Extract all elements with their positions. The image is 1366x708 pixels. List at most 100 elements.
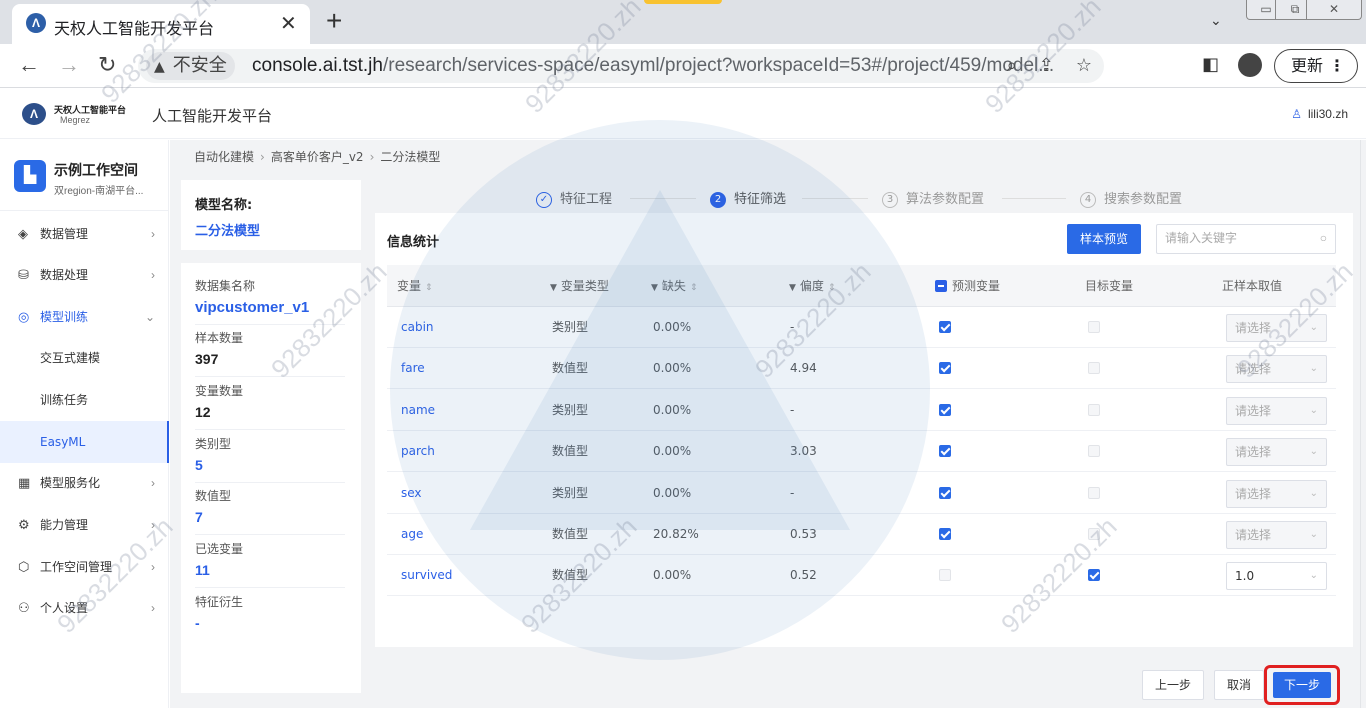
chevron-down-icon: ⌄ bbox=[1309, 404, 1318, 416]
target-variable-checkbox[interactable] bbox=[1088, 569, 1100, 582]
cancel-button[interactable]: 取消 bbox=[1214, 670, 1264, 700]
header-missing[interactable]: ▼ 缺失 ⇕ bbox=[651, 265, 697, 307]
browser-tab[interactable]: Λ 天权人工智能开发平台 ✕ bbox=[12, 4, 310, 44]
cell-variable-type: 数值型 bbox=[552, 568, 589, 583]
step-algorithm-params[interactable]: 3 算法参数配置 bbox=[882, 188, 984, 208]
forward-icon[interactable]: → bbox=[58, 52, 80, 77]
positive-value-select[interactable]: 1.0 ⌄ bbox=[1226, 562, 1327, 591]
cell-variable-name[interactable]: name bbox=[401, 402, 436, 417]
select-value: 请选择 bbox=[1235, 445, 1272, 460]
sidebar-item-model-serving[interactable]: ▦ 模型服务化 › bbox=[0, 463, 169, 503]
select-value: 请选择 bbox=[1235, 403, 1272, 418]
positive-value-select[interactable]: 请选择 ⌄ bbox=[1226, 521, 1327, 549]
keyword-search-box[interactable]: ○ bbox=[1156, 224, 1336, 254]
stat-label: 特征衍生 bbox=[195, 595, 244, 609]
filter-icon[interactable]: ▼ bbox=[651, 283, 658, 293]
update-label: 更新 bbox=[1291, 56, 1324, 75]
reload-icon[interactable]: ↻ bbox=[98, 52, 117, 77]
sidebar-item-personal-settings[interactable]: ⚇ 个人设置 › bbox=[0, 588, 169, 628]
cell-variable-name[interactable]: parch bbox=[401, 444, 435, 459]
sidebar-item-workspace-management[interactable]: ⬡ 工作空间管理 › bbox=[0, 547, 169, 587]
cell-variable-name[interactable]: age bbox=[401, 527, 424, 541]
sidebar-item-model-training[interactable]: ◎ 模型训练 ⌄ bbox=[0, 297, 169, 337]
side-panel-icon[interactable]: ◧ bbox=[1202, 54, 1220, 74]
workspace-name[interactable]: 示例工作空间 bbox=[54, 163, 138, 179]
bookmark-star-icon[interactable]: ☆ bbox=[1075, 55, 1092, 75]
url-text[interactable]: console.ai.tst.jh/research/services-spac… bbox=[252, 55, 1054, 77]
breadcrumb-item[interactable]: 高客单价客户_v2 bbox=[270, 150, 364, 164]
previous-step-button[interactable]: 上一步 bbox=[1142, 670, 1204, 700]
predict-variable-checkbox[interactable] bbox=[939, 403, 951, 416]
share-icon[interactable]: ⇪ bbox=[1038, 55, 1054, 75]
predict-variable-checkbox[interactable] bbox=[939, 362, 951, 375]
sidebar-subitem-training-tasks[interactable]: 训练任务 bbox=[40, 393, 89, 407]
stat-label: 变量数量 bbox=[195, 384, 244, 398]
positive-value-select[interactable]: 请选择 ⌄ bbox=[1226, 396, 1327, 425]
search-icon[interactable]: ○ bbox=[1319, 231, 1327, 245]
table-row: sex 类别型 0.00% - 请选择 ⌄ bbox=[387, 473, 1336, 514]
chevron-down-icon[interactable]: ⌄ bbox=[1210, 12, 1222, 28]
positive-value-select[interactable]: 请选择 ⌄ bbox=[1226, 314, 1327, 342]
filter-icon[interactable]: ▼ bbox=[550, 283, 557, 293]
user-menu[interactable]: ♙ lili30.zh bbox=[1291, 107, 1348, 121]
cell-missing: 20.82% bbox=[653, 527, 699, 541]
positive-value-select[interactable]: 请选择 ⌄ bbox=[1226, 479, 1327, 508]
header-skewness[interactable]: ▼ 偏度 ⇕ bbox=[789, 265, 835, 307]
header-predict-variable[interactable]: 预测变量 bbox=[935, 265, 1000, 307]
back-icon[interactable]: ← bbox=[18, 52, 40, 77]
step-search-params[interactable]: 4 搜索参数配置 bbox=[1080, 188, 1182, 208]
breadcrumb-item[interactable]: 自动化建模 bbox=[194, 150, 255, 164]
stat-selected: 已选变量 11 bbox=[195, 540, 345, 588]
zoom-icon[interactable]: ⌕ bbox=[1006, 55, 1017, 75]
target-variable-checkbox[interactable] bbox=[1088, 321, 1100, 333]
positive-value-select[interactable]: 请选择 ⌄ bbox=[1226, 438, 1327, 467]
chevron-right-icon: › bbox=[151, 227, 155, 241]
target-variable-checkbox[interactable] bbox=[1088, 362, 1100, 375]
next-step-button[interactable]: 下一步 bbox=[1273, 672, 1331, 698]
sort-icon[interactable]: ⇕ bbox=[827, 283, 836, 293]
sample-preview-button[interactable]: 样本预览 bbox=[1067, 224, 1141, 254]
sidebar-item-capability-management[interactable]: ⚙ 能力管理 › bbox=[0, 505, 169, 545]
header-label: 正样本取值 bbox=[1222, 279, 1283, 293]
target-variable-checkbox[interactable] bbox=[1088, 403, 1100, 416]
cell-missing: 0.00% bbox=[653, 444, 692, 459]
sidebar-subitem-interactive-modeling[interactable]: 交互式建模 bbox=[40, 351, 101, 365]
target-variable-checkbox[interactable] bbox=[1088, 445, 1100, 458]
predict-variable-checkbox[interactable] bbox=[939, 321, 951, 333]
security-chip[interactable]: ▲ 不安全 bbox=[146, 52, 235, 80]
profile-avatar-icon[interactable] bbox=[1238, 53, 1262, 77]
filter-icon[interactable]: ▼ bbox=[789, 283, 796, 293]
predict-variable-checkbox[interactable] bbox=[939, 569, 951, 582]
tab-close-icon[interactable]: ✕ bbox=[280, 13, 297, 35]
header-variable-type[interactable]: ▼ 变量类型 bbox=[550, 265, 609, 307]
step-feature-engineering[interactable]: ✓ 特征工程 bbox=[536, 188, 612, 208]
new-tab-button[interactable]: + bbox=[326, 5, 343, 36]
select-all-checkbox[interactable] bbox=[935, 279, 947, 292]
predict-variable-checkbox[interactable] bbox=[939, 486, 951, 499]
step-feature-selection[interactable]: 2 特征筛选 bbox=[710, 188, 786, 208]
sort-icon[interactable]: ⇕ bbox=[425, 283, 433, 293]
predict-variable-checkbox[interactable] bbox=[939, 528, 951, 540]
update-button[interactable]: 更新 ⋮ bbox=[1274, 49, 1358, 83]
sidebar-item-data-processing[interactable]: ⛁ 数据处理 › bbox=[0, 255, 169, 295]
close-window-button[interactable]: ✕ bbox=[1306, 0, 1362, 20]
keyword-search-input[interactable] bbox=[1165, 231, 1305, 245]
target-variable-checkbox[interactable] bbox=[1088, 486, 1100, 499]
header-variable[interactable]: 变量 ⇕ bbox=[397, 265, 433, 307]
sidebar-subitem-easyml[interactable]: EasyML bbox=[0, 421, 169, 463]
url-path: /research/services-space/easyml/project?… bbox=[382, 55, 1055, 76]
page-scrollbar[interactable] bbox=[1360, 140, 1366, 708]
person-icon: ⚇ bbox=[18, 600, 30, 615]
sort-icon[interactable]: ⇕ bbox=[689, 283, 698, 293]
predict-variable-checkbox[interactable] bbox=[939, 445, 951, 458]
stat-sample-count: 样本数量 397 bbox=[195, 329, 345, 377]
cell-variable-name[interactable]: sex bbox=[401, 485, 422, 500]
cell-variable-name[interactable]: survived bbox=[401, 568, 453, 583]
target-variable-checkbox[interactable] bbox=[1088, 528, 1100, 540]
sidebar-item-data-management[interactable]: ◈ 数据管理 › bbox=[0, 214, 169, 254]
positive-value-select[interactable]: 请选择 ⌄ bbox=[1226, 355, 1327, 384]
cell-variable-name[interactable]: cabin bbox=[401, 320, 434, 334]
address-bar[interactable]: ▲ 不安全 console.ai.tst.jh/research/services… bbox=[138, 49, 1104, 83]
cell-variable-name[interactable]: fare bbox=[401, 361, 425, 376]
chevron-down-icon: ⌄ bbox=[1309, 487, 1318, 499]
